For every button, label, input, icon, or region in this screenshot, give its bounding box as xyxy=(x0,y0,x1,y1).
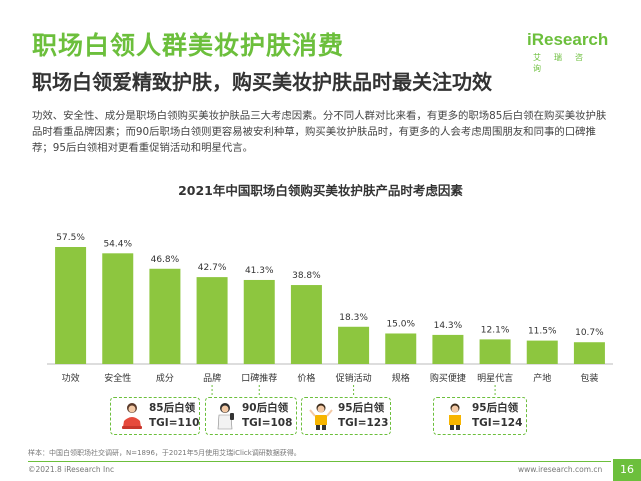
logo-cn-text: 艾瑞咨询 xyxy=(533,53,596,73)
tgi-value: TGI=124 xyxy=(472,417,523,429)
tgi-value: TGI=123 xyxy=(338,417,389,429)
sample-note: 样本：中国白领职场社交调研，N=1896，于2021年5月使用艾瑞iClick调… xyxy=(28,449,301,457)
chart-title: 2021年中国职场白领购买美妆护肤产品时考虑因素 xyxy=(178,183,463,198)
value-label-1: 54.4% xyxy=(103,239,132,249)
woman-sitting-icon xyxy=(122,403,142,429)
tgi-group-label: 85后白领 xyxy=(149,402,196,414)
bar-6 xyxy=(338,326,370,364)
tgi-callout-90: 90后白领 TGI=108 xyxy=(205,397,297,435)
value-label-6: 18.3% xyxy=(339,313,368,323)
logo-text: iResearch xyxy=(527,30,609,49)
category-label-2: 成分 xyxy=(156,372,174,384)
value-label-11: 10.7% xyxy=(575,328,604,338)
category-label-9: 明星代言 xyxy=(477,372,513,384)
category-label-0: 功效 xyxy=(62,372,80,384)
website: www.iresearch.com.cn xyxy=(518,465,603,474)
value-label-7: 15.0% xyxy=(386,319,415,329)
value-label-8: 14.3% xyxy=(434,321,463,331)
value-label-4: 41.3% xyxy=(245,266,274,276)
tgi-group-label: 90后白领 xyxy=(242,402,289,414)
summary-paragraph: 功效、安全性、成分是职场白领购买美妆护肤品三大考虑因素。分不同人群对比来看，有更… xyxy=(32,110,607,154)
man-standing-icon xyxy=(449,403,461,430)
category-label-10: 产地 xyxy=(533,372,551,384)
bar-10 xyxy=(526,340,558,364)
iresearch-logo: iResearch 艾瑞咨询 xyxy=(527,30,613,73)
value-label-2: 46.8% xyxy=(151,255,180,265)
page-title: 职场白领人群美妆护肤消费 xyxy=(32,31,345,60)
man-cheering-icon xyxy=(309,403,333,430)
value-label-9: 12.1% xyxy=(481,325,510,335)
value-label-0: 57.5% xyxy=(56,233,85,243)
category-label-5: 价格 xyxy=(297,372,315,384)
tgi-group-label: 95后白领 xyxy=(338,402,385,414)
tgi-value: TGI=108 xyxy=(242,417,293,429)
bar-0 xyxy=(55,247,87,364)
bar-4 xyxy=(243,279,275,364)
tgi-group-label: 95后白领 xyxy=(472,402,519,414)
bar-3 xyxy=(196,277,228,364)
value-label-10: 11.5% xyxy=(528,327,557,337)
tgi-callout-95-celebrity: 95后白领 TGI=124 xyxy=(433,397,527,435)
category-label-11: 包装 xyxy=(580,372,598,384)
bar-8 xyxy=(432,334,464,364)
category-label-3: 品牌 xyxy=(203,372,221,384)
tgi-callout-85: 85后白领 TGI=110 xyxy=(110,397,200,435)
bar-9 xyxy=(479,339,511,364)
bar-chart: 57.5% 功效 54.4% 安全性 46.8% 成分 42.7% 品牌 41.3% 口碑推荐 38… xyxy=(47,233,613,398)
page-subtitle: 职场白领爱精致护肤，购买美妆护肤品时最关注功效 xyxy=(32,70,492,94)
bar-5 xyxy=(290,285,322,364)
category-label-8: 购买便捷 xyxy=(430,372,466,384)
category-label-4: 口碑推荐 xyxy=(241,372,277,384)
category-label-7: 规格 xyxy=(392,372,410,384)
tgi-value: TGI=110 xyxy=(149,417,200,429)
category-label-6: 促销活动 xyxy=(336,372,372,384)
footer-divider xyxy=(28,461,611,462)
bar-7 xyxy=(385,333,417,364)
bar-11 xyxy=(573,342,605,364)
bar-2 xyxy=(149,268,181,364)
value-label-3: 42.7% xyxy=(198,263,227,273)
woman-phone-icon xyxy=(217,403,234,430)
page-number: 16 xyxy=(613,459,641,481)
value-label-5: 38.8% xyxy=(292,271,321,281)
copyright: ©2021.8 iResearch Inc xyxy=(28,465,115,474)
bar-1 xyxy=(102,253,134,364)
tgi-callout-95-promo: 95后白领 TGI=123 xyxy=(301,397,391,435)
category-label-1: 安全性 xyxy=(104,372,131,384)
